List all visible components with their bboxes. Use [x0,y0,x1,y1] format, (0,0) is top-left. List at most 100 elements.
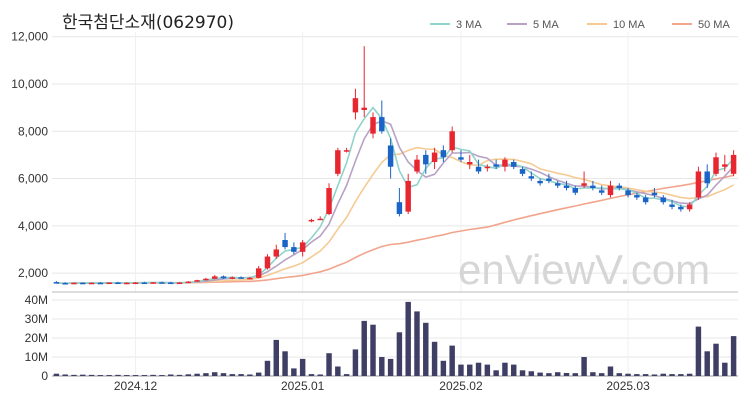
volume-bar [255,372,262,376]
candle-body [440,150,447,158]
volume-bar [159,375,165,376]
candle-body [71,282,77,285]
volume-bar [335,366,341,376]
volume-bar [194,373,200,376]
candle-body [616,185,622,188]
candle-body [352,98,359,113]
volume-bar [528,371,535,376]
candle-body [343,150,350,152]
candle-body [220,276,227,279]
date-tick-label: 2025.02 [439,379,483,393]
volume-bar [53,373,60,376]
volume-bar [713,343,719,376]
candle-body [431,152,438,162]
legend-label: 3 MA [456,19,482,31]
candle-body [607,185,614,196]
candle-body [291,247,297,252]
volume-tick-label: 10M [25,350,48,364]
volume-bar [308,374,315,376]
volume-bar [695,326,702,376]
candle-body [581,183,587,186]
candle-body [660,197,666,203]
candle-body [537,180,543,184]
volume-bar [379,357,385,376]
date-tick-label: 2024.12 [114,379,158,393]
volume-bar [264,360,271,376]
candle-body [493,164,499,167]
legend-label: 10 MA [613,19,645,31]
volume-bar [519,370,526,376]
volume-bar [185,374,192,376]
candle-body [106,282,112,285]
candle-body [80,282,86,285]
candle-body [475,166,482,172]
volume-bar [62,374,68,376]
volume-bar [361,320,367,376]
volume-bar [607,366,614,376]
candle-body [370,117,376,134]
candle-body [273,249,279,257]
candle-body [211,276,218,279]
candle-body [695,171,702,198]
volume-bar [554,372,561,376]
legend[interactable]: 3 MA 5 MA 10 MA 50 MA [430,19,730,31]
volume-tick-label: 20M [25,331,48,345]
candle-body [335,150,341,174]
candle-body [229,277,236,279]
candle-body [361,107,367,110]
volume-bar [484,364,491,376]
volume-bar [730,336,737,376]
price-tick-label: 2,000 [18,266,48,280]
candle-body [387,145,394,167]
volume-bar [581,357,587,376]
candle-body [511,162,517,167]
candle-body [519,169,526,174]
volume-bar [88,374,95,376]
volume-bar [229,374,236,376]
candle-body [546,178,552,181]
volume-bar [458,364,464,376]
volume-bar [317,374,323,376]
volume-bar [396,332,403,376]
candle-body [282,240,288,248]
candle-body [467,162,473,165]
price-tick-label: 12,000 [11,30,48,44]
volume-bar [80,374,86,376]
volume-bar [124,375,130,376]
volume-bar [176,374,183,376]
candle-body [414,159,420,172]
candle-body [713,157,719,174]
volume-bar [440,360,447,376]
volume-bar [634,374,640,376]
date-axis: 2024.12 2025.01 2025.02 2025.03 [114,379,650,393]
candle-body [141,282,148,285]
volume-bar [203,373,209,376]
candle-body [97,282,104,285]
candle-body [405,180,411,212]
candle-body [590,185,596,188]
volume-bar [405,301,411,376]
volume-bar [150,374,156,376]
candle-body [115,282,121,285]
candle-body [722,164,728,167]
volume-bar [343,374,350,376]
volume-bar [502,362,508,376]
candle-body [168,282,174,285]
candle-body [264,256,271,269]
legend-label: 5 MA [533,19,559,31]
candle-body [194,280,200,282]
volume-bar [722,362,728,376]
candle-body [458,157,464,160]
volume-bar [660,373,666,376]
volume-bar [678,374,684,376]
candle-body [730,154,737,174]
candle-body [379,117,385,132]
date-tick-label: 2025.03 [606,379,650,393]
volume-bar [475,362,482,376]
candle-body [150,282,156,284]
candles [53,46,737,285]
legend-label: 50 MA [698,19,730,31]
candle-body [625,190,631,196]
price-tick-label: 10,000 [11,77,48,91]
